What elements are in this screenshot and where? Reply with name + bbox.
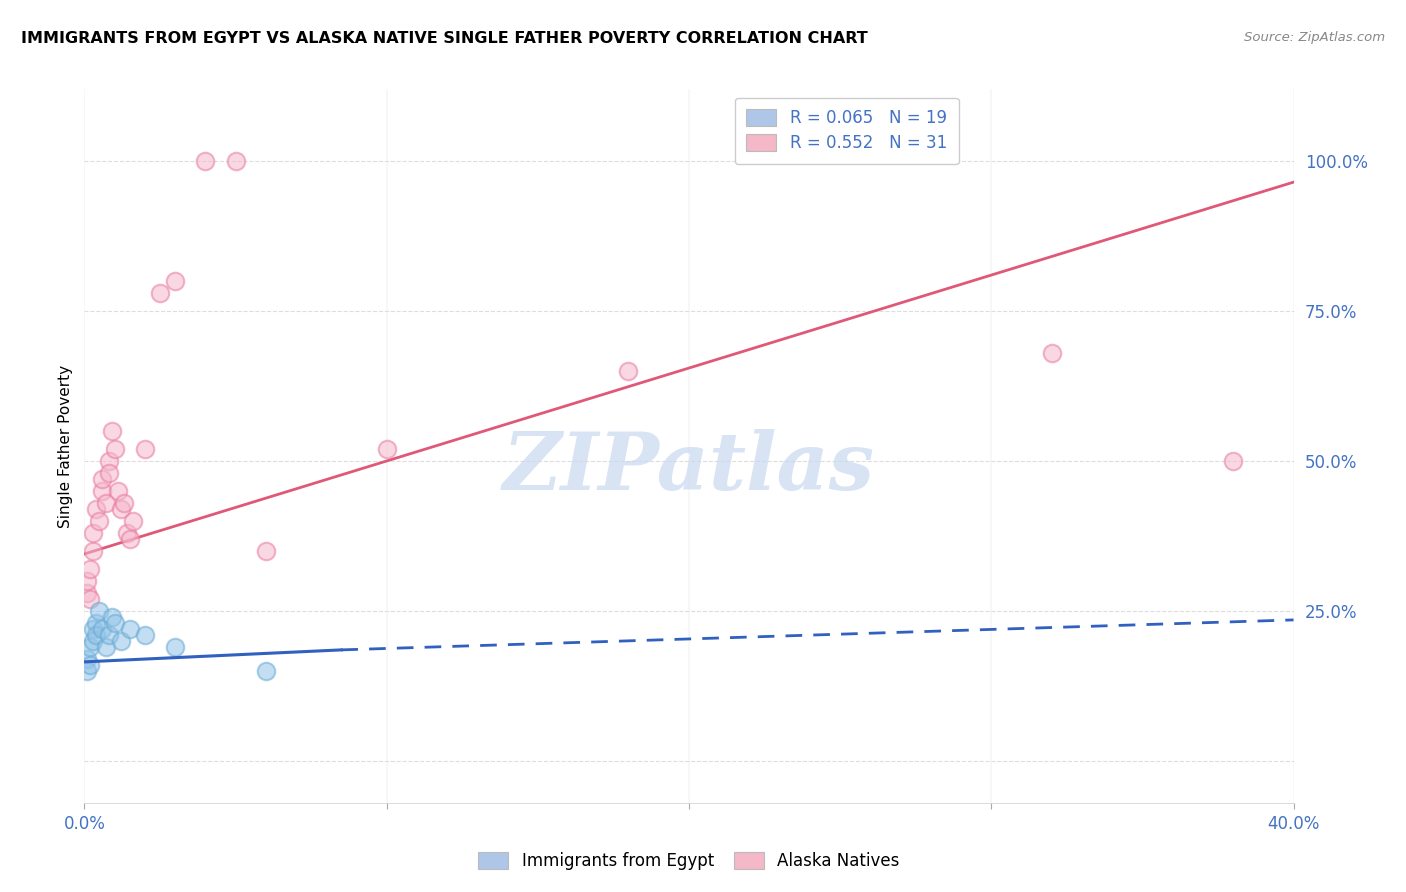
Point	[79, 591, 101, 606]
Point	[1040, 346, 1063, 360]
Point	[254, 544, 277, 558]
Point	[86, 615, 108, 630]
Point	[89, 514, 111, 528]
Point	[76, 574, 98, 588]
Point	[104, 442, 127, 456]
Point	[79, 640, 101, 654]
Point	[86, 628, 108, 642]
Point	[375, 442, 398, 456]
Point	[76, 586, 98, 600]
Point	[194, 154, 217, 169]
Y-axis label: Single Father Poverty: Single Father Poverty	[58, 365, 73, 527]
Point	[1222, 454, 1244, 468]
Point	[121, 514, 143, 528]
Point	[82, 633, 104, 648]
Point	[94, 496, 117, 510]
Point	[91, 472, 114, 486]
Point	[76, 664, 98, 678]
Point	[97, 466, 120, 480]
Point	[254, 664, 277, 678]
Point	[617, 364, 640, 378]
Point	[112, 496, 135, 510]
Point	[91, 483, 114, 498]
Text: IMMIGRANTS FROM EGYPT VS ALASKA NATIVE SINGLE FATHER POVERTY CORRELATION CHART: IMMIGRANTS FROM EGYPT VS ALASKA NATIVE S…	[21, 31, 868, 46]
Point	[115, 525, 138, 540]
Point	[82, 525, 104, 540]
Point	[82, 544, 104, 558]
Point	[94, 640, 117, 654]
Point	[97, 454, 120, 468]
Point	[100, 610, 122, 624]
Point	[89, 604, 111, 618]
Point	[79, 562, 101, 576]
Point	[118, 532, 141, 546]
Point	[118, 622, 141, 636]
Point	[86, 502, 108, 516]
Point	[104, 615, 127, 630]
Point	[110, 633, 132, 648]
Legend: Immigrants from Egypt, Alaska Natives: Immigrants from Egypt, Alaska Natives	[468, 842, 910, 880]
Point	[225, 154, 247, 169]
Text: Source: ZipAtlas.com: Source: ZipAtlas.com	[1244, 31, 1385, 45]
Text: ZIPatlas: ZIPatlas	[503, 429, 875, 506]
Point	[82, 622, 104, 636]
Point	[134, 442, 156, 456]
Point	[149, 286, 172, 301]
Point	[107, 483, 129, 498]
Point	[100, 424, 122, 438]
Point	[91, 622, 114, 636]
Point	[97, 628, 120, 642]
Point	[165, 274, 187, 288]
Point	[134, 628, 156, 642]
Point	[79, 657, 101, 672]
Point	[165, 640, 187, 654]
Point	[110, 502, 132, 516]
Point	[76, 652, 98, 666]
